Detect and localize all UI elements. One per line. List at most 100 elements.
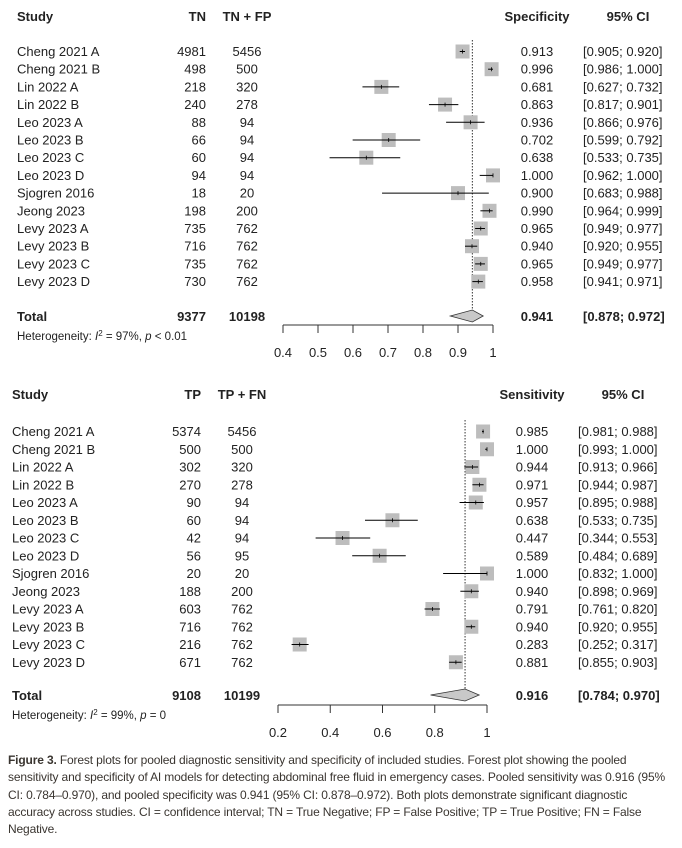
count-1: 240	[184, 97, 206, 112]
count-2: 200	[236, 203, 258, 218]
study-name: Sjogren 2016	[12, 566, 89, 581]
study-row: Jeong 2023 198 200 0.990 [0.964; 0.999]	[17, 203, 663, 218]
count-1: 88	[192, 115, 206, 130]
estimate-value: 0.900	[521, 186, 554, 201]
total-count-1: 9108	[172, 688, 201, 703]
heterogeneity-text: Heterogeneity: I2 = 97%, p < 0.01	[17, 329, 187, 344]
header-col1: TN	[189, 9, 206, 24]
heterogeneity-part: = 97%,	[103, 331, 146, 343]
estimate-value: 0.965	[521, 256, 554, 271]
study-row: Jeong 2023 188 200 0.940 [0.898; 0.969]	[12, 584, 658, 599]
count-1: 188	[179, 584, 201, 599]
study-row: Leo 2023 A 88 94 0.936 [0.866; 0.976]	[17, 115, 663, 130]
count-1: 198	[184, 203, 206, 218]
count-1: 216	[179, 637, 201, 652]
count-2: 94	[235, 531, 249, 546]
count-1: 5374	[172, 424, 201, 439]
heterogeneity-part: Heterogeneity:	[17, 331, 95, 343]
study-name: Cheng 2021 A	[17, 44, 100, 59]
study-row: Cheng 2021 A 5374 5456 0.985 [0.981; 0.988]	[12, 424, 658, 439]
study-row: Leo 2023 D 94 94 1.000 [0.962; 1.000]	[17, 168, 663, 183]
count-1: 735	[184, 256, 206, 271]
count-2: 762	[236, 239, 258, 254]
total-estimate: 0.941	[521, 309, 554, 324]
ci-text: [0.941; 0.971]	[583, 274, 663, 289]
ci-text: [0.986; 1.000]	[583, 62, 663, 77]
total-label: Total	[12, 688, 42, 703]
pooled-diamond	[430, 688, 481, 702]
count-2: 320	[231, 460, 253, 475]
study-row: Lin 2022 B 240 278 0.863 [0.817; 0.901]	[17, 97, 663, 112]
study-name: Cheng 2021 B	[12, 442, 95, 457]
count-2: 5456	[228, 424, 257, 439]
heterogeneity-part: = 0	[147, 710, 167, 722]
study-row: Lin 2022 A 218 320 0.681 [0.627; 0.732]	[17, 79, 663, 94]
count-1: 20	[187, 566, 201, 581]
study-row: Levy 2023 C 216 762 0.283 [0.252; 0.317]	[12, 637, 658, 652]
count-1: 56	[187, 548, 201, 563]
study-name: Leo 2023 C	[17, 150, 84, 165]
count-1: 18	[192, 186, 206, 201]
count-2: 95	[235, 548, 249, 563]
total-count-2: 10199	[224, 688, 260, 703]
study-row: Levy 2023 A 735 762 0.965 [0.949; 0.977]	[17, 221, 663, 236]
estimate-value: 0.881	[516, 655, 549, 670]
study-name: Levy 2023 D	[17, 274, 90, 289]
total-label: Total	[17, 309, 47, 324]
count-2: 762	[231, 602, 253, 617]
count-1: 735	[184, 221, 206, 236]
study-row: Cheng 2021 B 500 500 1.000 [0.993; 1.000]	[12, 442, 658, 457]
header-study: Study	[12, 387, 49, 402]
count-2: 278	[236, 97, 258, 112]
caption-text: Forest plots for pooled diagnostic sensi…	[8, 753, 665, 837]
count-2: 762	[236, 221, 258, 236]
heterogeneity-part: p	[139, 710, 147, 722]
estimate-value: 0.944	[516, 460, 549, 475]
x-tick-label: 1	[489, 345, 496, 360]
estimate-value: 0.996	[521, 62, 554, 77]
study-name: Leo 2023 D	[12, 548, 79, 563]
heterogeneity-part: 2	[98, 329, 103, 338]
study-name: Cheng 2021 B	[17, 62, 100, 77]
estimate-value: 1.000	[516, 566, 549, 581]
ci-text: [0.533; 0.735]	[583, 150, 663, 165]
estimate-value: 0.971	[516, 477, 549, 492]
study-row: Leo 2023 D 56 95 0.589 [0.484; 0.689]	[12, 548, 658, 563]
estimate-value: 0.958	[521, 274, 554, 289]
x-tick-label: 0.6	[344, 345, 362, 360]
estimate-value: 0.936	[521, 115, 554, 130]
estimate-value: 0.940	[521, 239, 554, 254]
count-1: 716	[184, 239, 206, 254]
estimate-value: 0.702	[521, 133, 554, 148]
study-row: Sjogren 2016 18 20 0.900 [0.683; 0.988]	[17, 186, 663, 201]
ci-text: [0.533; 0.735]	[578, 513, 658, 528]
header-col2: TN + FP	[223, 9, 272, 24]
total-count-1: 9377	[177, 309, 206, 324]
study-row: Cheng 2021 A 4981 5456 0.913 [0.905; 0.920]	[17, 44, 663, 59]
ci-text: [0.981; 0.988]	[578, 424, 658, 439]
study-row: Leo 2023 B 66 94 0.702 [0.599; 0.792]	[17, 133, 663, 148]
ci-text: [0.993; 1.000]	[578, 442, 658, 457]
estimate-value: 0.957	[516, 495, 549, 510]
count-2: 20	[235, 566, 249, 581]
ci-text: [0.832; 1.000]	[578, 566, 658, 581]
study-name: Levy 2023 B	[12, 619, 84, 634]
count-1: 302	[179, 460, 201, 475]
count-2: 94	[240, 115, 254, 130]
ci-text: [0.683; 0.988]	[583, 186, 663, 201]
x-tick-label: 0.9	[449, 345, 467, 360]
ci-text: [0.895; 0.988]	[578, 495, 658, 510]
total-ci: [0.878; 0.972]	[583, 309, 665, 324]
ci-text: [0.920; 0.955]	[578, 619, 658, 634]
ci-text: [0.949; 0.977]	[583, 221, 663, 236]
caption-label: Figure 3.	[8, 753, 57, 767]
study-row: Sjogren 2016 20 20 1.000 [0.832; 1.000]	[12, 566, 658, 581]
count-1: 60	[187, 513, 201, 528]
estimate-value: 0.589	[516, 548, 549, 563]
study-row: Levy 2023 B 716 762 0.940 [0.920; 0.955]	[17, 239, 663, 254]
study-name: Levy 2023 B	[17, 239, 89, 254]
count-1: 42	[187, 531, 201, 546]
count-1: 730	[184, 274, 206, 289]
count-1: 4981	[177, 44, 206, 59]
